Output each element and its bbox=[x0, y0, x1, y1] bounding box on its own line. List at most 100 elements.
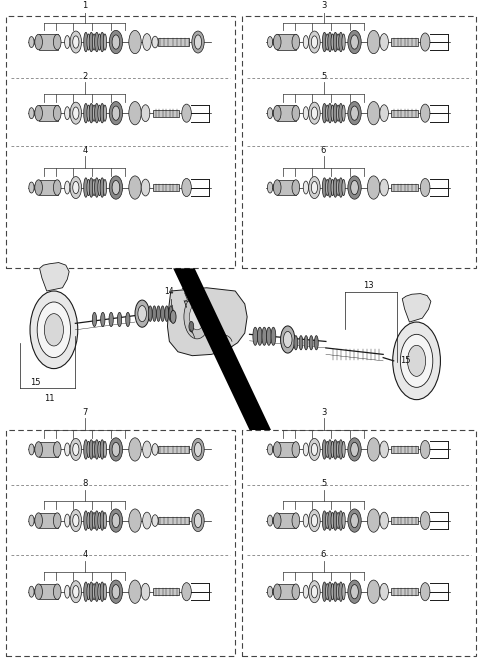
Ellipse shape bbox=[89, 32, 94, 52]
Ellipse shape bbox=[35, 584, 42, 600]
Ellipse shape bbox=[342, 179, 345, 196]
Ellipse shape bbox=[273, 588, 277, 596]
Ellipse shape bbox=[328, 32, 332, 52]
Ellipse shape bbox=[323, 582, 326, 602]
FancyBboxPatch shape bbox=[157, 38, 189, 46]
Ellipse shape bbox=[34, 110, 38, 117]
Ellipse shape bbox=[112, 106, 120, 120]
Ellipse shape bbox=[135, 300, 149, 327]
FancyBboxPatch shape bbox=[157, 446, 189, 453]
Ellipse shape bbox=[95, 104, 99, 123]
Ellipse shape bbox=[65, 443, 70, 456]
Ellipse shape bbox=[331, 442, 334, 457]
Ellipse shape bbox=[53, 105, 61, 121]
Ellipse shape bbox=[274, 442, 281, 457]
Ellipse shape bbox=[328, 440, 332, 459]
Ellipse shape bbox=[35, 442, 42, 457]
FancyBboxPatch shape bbox=[153, 184, 180, 191]
Text: 11: 11 bbox=[44, 395, 54, 403]
Ellipse shape bbox=[323, 104, 326, 123]
FancyBboxPatch shape bbox=[391, 38, 418, 46]
Ellipse shape bbox=[112, 584, 120, 599]
Ellipse shape bbox=[253, 327, 258, 345]
Ellipse shape bbox=[189, 321, 194, 332]
Ellipse shape bbox=[292, 442, 300, 457]
Ellipse shape bbox=[70, 31, 82, 53]
Ellipse shape bbox=[336, 584, 340, 600]
Ellipse shape bbox=[53, 180, 61, 195]
Ellipse shape bbox=[92, 179, 96, 196]
Ellipse shape bbox=[325, 584, 329, 600]
Ellipse shape bbox=[190, 304, 204, 330]
Ellipse shape bbox=[84, 104, 88, 123]
Ellipse shape bbox=[126, 313, 130, 327]
Ellipse shape bbox=[309, 336, 313, 350]
Ellipse shape bbox=[336, 512, 340, 529]
Ellipse shape bbox=[65, 36, 70, 48]
Ellipse shape bbox=[70, 438, 82, 461]
Ellipse shape bbox=[98, 584, 101, 600]
Ellipse shape bbox=[89, 178, 94, 197]
Ellipse shape bbox=[73, 107, 79, 120]
FancyBboxPatch shape bbox=[157, 517, 189, 524]
Ellipse shape bbox=[380, 441, 388, 458]
Ellipse shape bbox=[192, 510, 204, 531]
Ellipse shape bbox=[348, 30, 361, 54]
Ellipse shape bbox=[420, 104, 430, 122]
Ellipse shape bbox=[192, 438, 204, 461]
FancyBboxPatch shape bbox=[153, 588, 180, 596]
Ellipse shape bbox=[87, 442, 90, 457]
FancyBboxPatch shape bbox=[277, 513, 296, 528]
Ellipse shape bbox=[331, 34, 334, 50]
Ellipse shape bbox=[267, 444, 273, 455]
Ellipse shape bbox=[141, 179, 150, 196]
Text: 14: 14 bbox=[165, 287, 174, 296]
Ellipse shape bbox=[182, 178, 192, 196]
Ellipse shape bbox=[141, 104, 150, 122]
Ellipse shape bbox=[161, 306, 165, 321]
Ellipse shape bbox=[95, 582, 99, 602]
Ellipse shape bbox=[73, 181, 79, 194]
Ellipse shape bbox=[393, 322, 441, 400]
Ellipse shape bbox=[342, 442, 345, 457]
Ellipse shape bbox=[303, 181, 309, 194]
Ellipse shape bbox=[194, 442, 202, 457]
Ellipse shape bbox=[109, 176, 122, 199]
Ellipse shape bbox=[70, 176, 82, 198]
Ellipse shape bbox=[34, 38, 38, 46]
Ellipse shape bbox=[339, 582, 343, 602]
Ellipse shape bbox=[101, 313, 105, 327]
Ellipse shape bbox=[309, 176, 320, 198]
Ellipse shape bbox=[35, 34, 42, 50]
Ellipse shape bbox=[342, 512, 345, 529]
FancyBboxPatch shape bbox=[153, 110, 180, 117]
Ellipse shape bbox=[273, 38, 277, 46]
Ellipse shape bbox=[112, 180, 120, 194]
Ellipse shape bbox=[333, 178, 337, 197]
Ellipse shape bbox=[129, 30, 141, 54]
Ellipse shape bbox=[312, 181, 318, 194]
Ellipse shape bbox=[336, 442, 340, 457]
Ellipse shape bbox=[339, 440, 343, 459]
Text: 5: 5 bbox=[321, 479, 326, 488]
Ellipse shape bbox=[339, 32, 343, 52]
Ellipse shape bbox=[65, 585, 70, 598]
Ellipse shape bbox=[336, 34, 340, 50]
Ellipse shape bbox=[328, 104, 332, 123]
FancyBboxPatch shape bbox=[38, 105, 58, 121]
Ellipse shape bbox=[333, 511, 337, 530]
Polygon shape bbox=[39, 262, 69, 291]
Ellipse shape bbox=[35, 513, 42, 528]
Ellipse shape bbox=[84, 32, 88, 52]
Ellipse shape bbox=[53, 513, 61, 528]
Ellipse shape bbox=[420, 512, 430, 529]
Ellipse shape bbox=[342, 34, 345, 50]
Ellipse shape bbox=[73, 36, 79, 48]
Ellipse shape bbox=[37, 302, 71, 358]
Ellipse shape bbox=[29, 36, 34, 48]
Ellipse shape bbox=[169, 306, 173, 321]
Ellipse shape bbox=[325, 34, 329, 50]
Ellipse shape bbox=[53, 584, 61, 600]
Ellipse shape bbox=[165, 306, 168, 321]
Ellipse shape bbox=[257, 327, 262, 345]
